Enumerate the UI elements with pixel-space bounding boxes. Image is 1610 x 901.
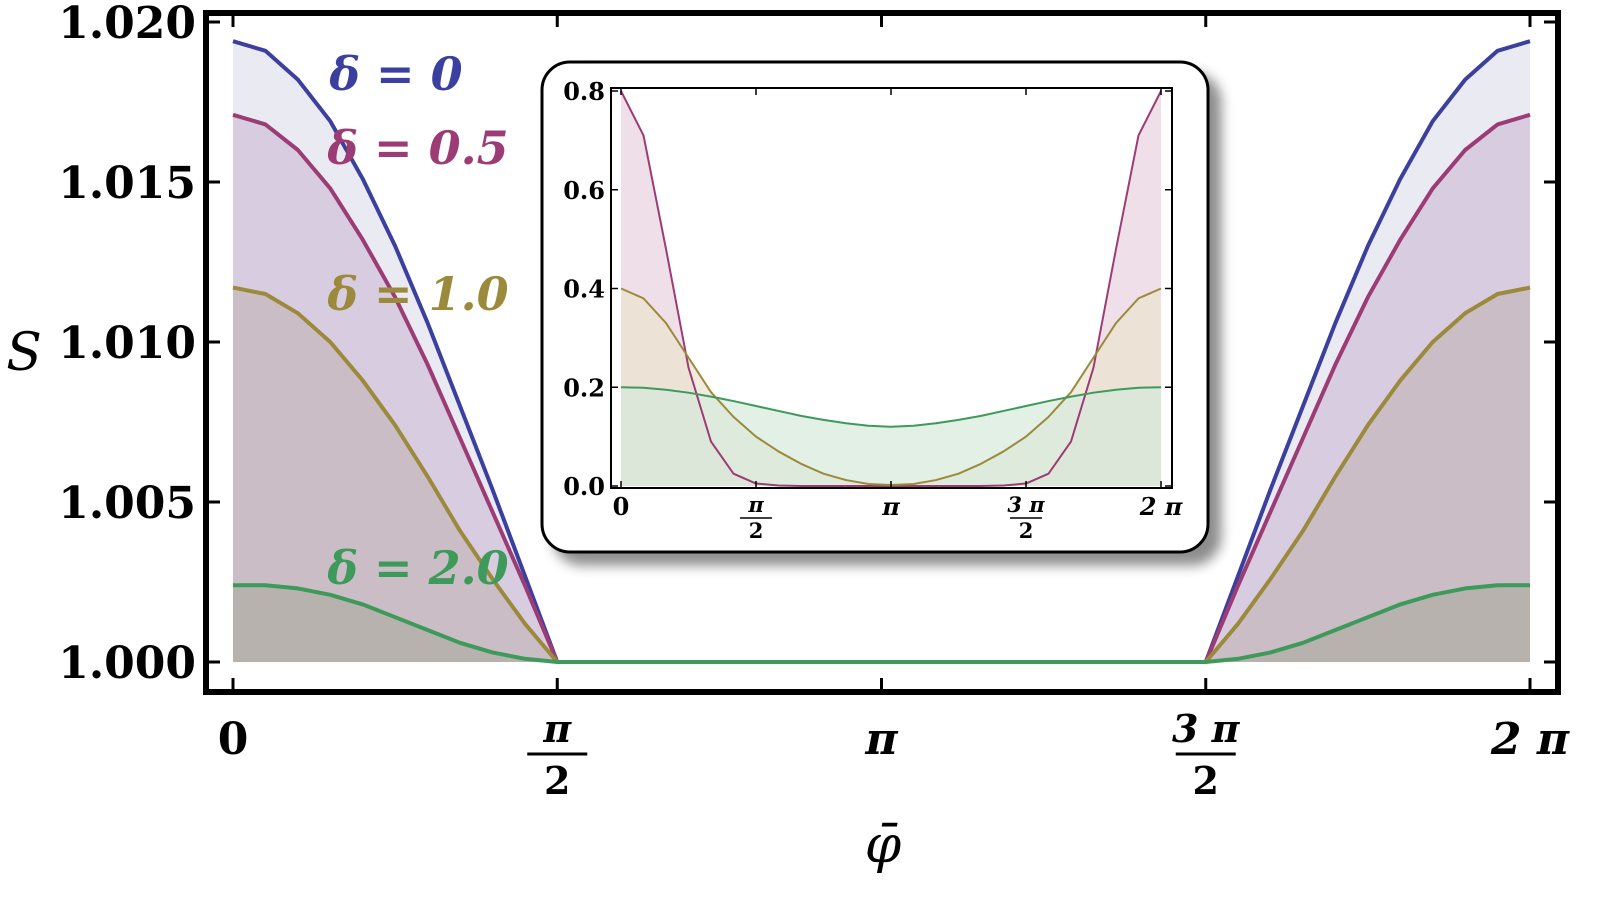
x-tick-numerator: π	[542, 706, 572, 751]
x-tick-label: 2 π	[1490, 714, 1570, 765]
series-annotation: δ = 2.0	[326, 541, 508, 595]
x-axis-title: φ̄	[865, 815, 902, 875]
inset-x-tick-numerator: 3 π	[1007, 492, 1045, 517]
inset-x-tick-label: 0	[613, 492, 630, 521]
inset-x-tick-denominator: 2	[749, 518, 764, 543]
y-tick-label: 1.010	[58, 318, 196, 369]
inset-series-line-2	[620, 386, 1162, 428]
x-tick-denominator: 2	[544, 758, 570, 803]
inset-x-tick-label: π	[881, 492, 900, 521]
series-annotation: δ = 0.5	[326, 121, 508, 175]
x-tick-denominator: 2	[1193, 758, 1219, 803]
inset-plot: 0.00.20.40.60.80 π2π 3 π22 π	[540, 60, 1210, 554]
inset-y-tick-label: 0.4	[563, 275, 605, 304]
y-tick-label: 1.000	[58, 638, 196, 689]
inset-series-fill-2	[621, 387, 1161, 486]
y-axis-title: S	[6, 323, 42, 383]
inset-y-tick-label: 0.2	[563, 373, 605, 402]
y-tick-label: 1.005	[58, 478, 196, 529]
x-tick-label: π	[864, 714, 898, 765]
series-annotation: δ = 0	[328, 47, 462, 101]
y-tick-label: 1.015	[58, 158, 196, 209]
series-line-3	[233, 583, 1530, 664]
series-annotation: δ = 1.0	[326, 267, 508, 321]
inset-x-tick-denominator: 2	[1019, 518, 1034, 543]
inset-x-tick-numerator: π	[747, 492, 764, 517]
inset-y-tick-label: 0.8	[563, 77, 605, 106]
series-fill-3	[233, 585, 1530, 662]
inset-y-tick-label: 0.6	[563, 176, 605, 205]
x-tick-label: 0	[218, 714, 249, 765]
inset-y-tick-label: 0.0	[563, 472, 605, 501]
y-tick-label: 1.020	[58, 0, 196, 49]
inset-x-tick-label: 2 π	[1139, 492, 1183, 521]
x-tick-numerator: 3 π	[1172, 706, 1241, 751]
